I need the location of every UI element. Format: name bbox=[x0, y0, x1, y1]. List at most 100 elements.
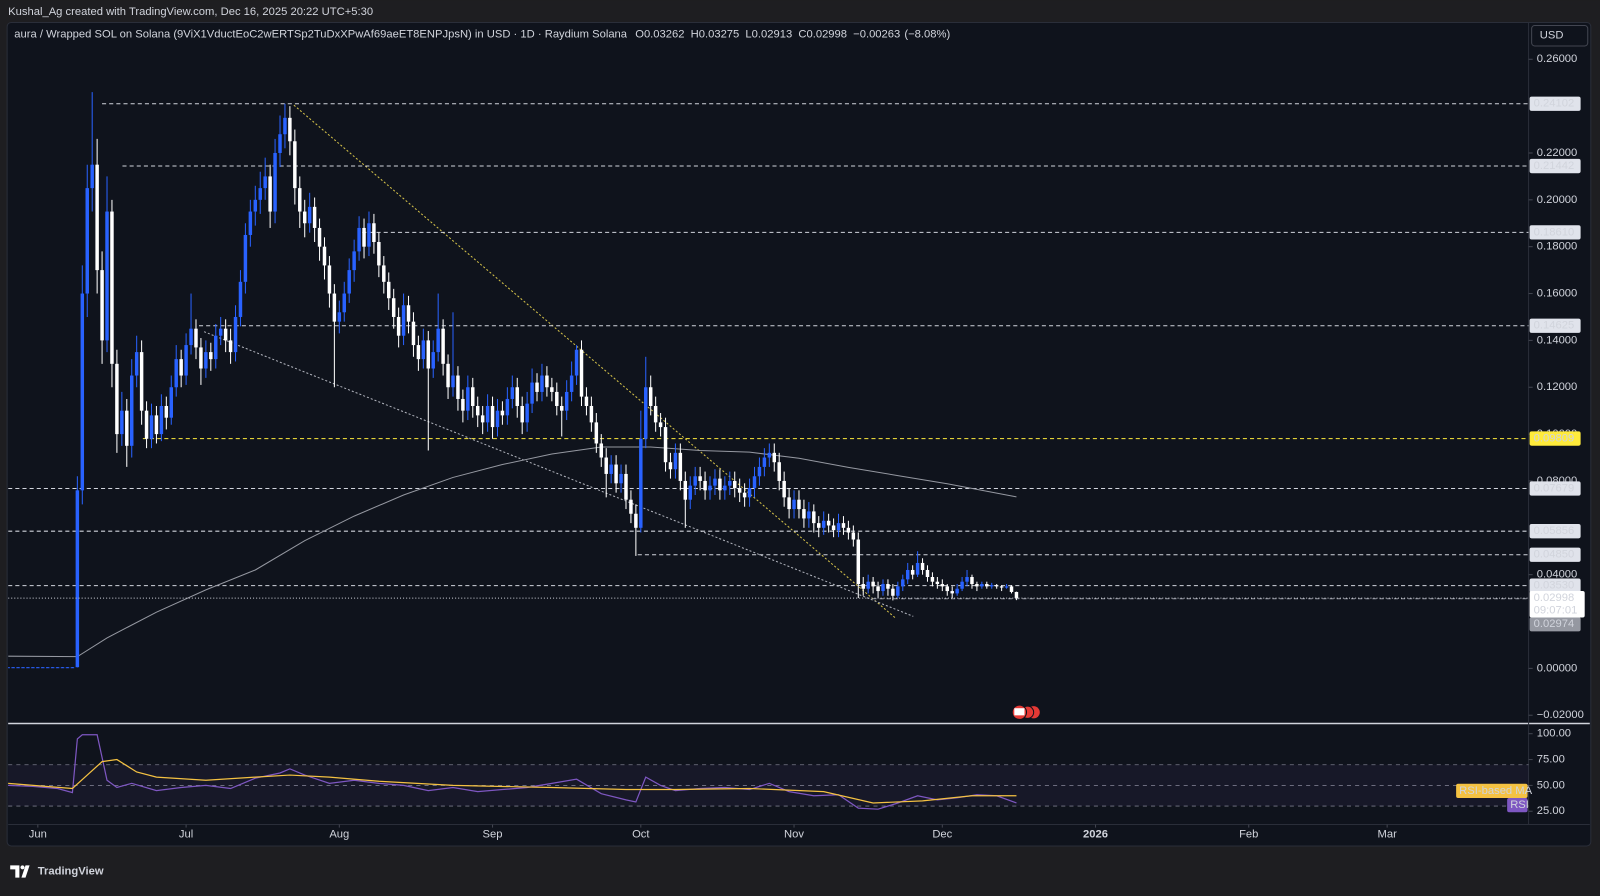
candle-body bbox=[945, 586, 949, 592]
candle-body bbox=[293, 141, 297, 189]
candle-body bbox=[950, 591, 954, 594]
candle-body bbox=[396, 316, 401, 336]
candle-body bbox=[609, 464, 613, 474]
candle-body bbox=[910, 569, 915, 575]
logo[interactable]: TradingView bbox=[10, 865, 104, 878]
currency-box[interactable] bbox=[1531, 25, 1589, 47]
rsi-y-tick-label: 50.00 bbox=[1537, 779, 1565, 791]
candle-body bbox=[214, 335, 218, 360]
last-price-box bbox=[1529, 590, 1585, 618]
x-tick-label: Aug bbox=[329, 829, 349, 841]
axes: 0.26000 0.22000 0.20000 0.18000 0.16000 0.140… bbox=[29, 53, 1585, 841]
candle-body bbox=[332, 293, 337, 322]
candle-body bbox=[634, 513, 638, 528]
candle-body bbox=[174, 359, 178, 388]
candle-body bbox=[782, 480, 786, 498]
candle-body bbox=[253, 199, 258, 212]
candle-body bbox=[841, 523, 846, 528]
candle-body bbox=[362, 227, 366, 247]
candle-body bbox=[273, 152, 277, 212]
candle-body bbox=[446, 363, 450, 388]
candle-body bbox=[604, 457, 608, 474]
candle-body bbox=[807, 511, 811, 519]
candle-body bbox=[75, 490, 80, 668]
candle-body bbox=[431, 352, 435, 369]
candle-body bbox=[228, 340, 233, 353]
candle-body bbox=[589, 405, 594, 423]
candle-body bbox=[915, 562, 920, 575]
candle-body bbox=[624, 473, 628, 500]
candle-body bbox=[1009, 586, 1014, 592]
candle-body bbox=[411, 321, 416, 346]
candle-body bbox=[426, 340, 431, 369]
candle-body bbox=[866, 581, 870, 589]
candle-body bbox=[278, 134, 282, 153]
candle-body bbox=[535, 382, 539, 392]
candle-body bbox=[762, 457, 767, 467]
candle-body bbox=[490, 405, 495, 428]
candle-body bbox=[401, 305, 406, 336]
candle-body bbox=[194, 328, 198, 348]
level-label-box bbox=[1529, 158, 1581, 174]
level-label: 0.09809 bbox=[1534, 433, 1575, 445]
candle-body bbox=[357, 227, 361, 252]
candle-body bbox=[307, 206, 312, 224]
candle-body bbox=[288, 117, 292, 142]
candle-body bbox=[540, 375, 544, 392]
x-tick-label: Mar bbox=[1377, 829, 1397, 841]
ohlc-value: 0.02998 bbox=[806, 29, 847, 41]
candle-body bbox=[337, 312, 342, 322]
candle-body bbox=[668, 462, 673, 470]
candle-body bbox=[935, 581, 940, 585]
rsi-line bbox=[8, 734, 1017, 810]
candle-body bbox=[545, 375, 549, 388]
candle-body bbox=[367, 223, 371, 247]
rsi-band-fill bbox=[8, 764, 1529, 807]
candle-body bbox=[31, 667, 35, 669]
symbol-header: aura / Wrapped SOL on Solana (9ViX1Vduct… bbox=[14, 29, 950, 41]
candle-body bbox=[8, 667, 10, 669]
candle-body bbox=[233, 316, 238, 353]
level-label-box bbox=[1529, 431, 1581, 446]
candle-body bbox=[154, 415, 159, 435]
candle-body bbox=[713, 478, 717, 486]
candle-body bbox=[663, 427, 668, 463]
candle-body bbox=[382, 265, 386, 282]
event-icons[interactable] bbox=[1011, 704, 1040, 720]
symbol: aura / Wrapped SOL on Solana (9ViX1Vduct… bbox=[14, 29, 628, 41]
countdown: 09:07:01 bbox=[1534, 604, 1578, 616]
candle-body bbox=[50, 667, 55, 669]
y-tick-label: 0.04000 bbox=[1537, 569, 1578, 581]
candle-body bbox=[55, 667, 60, 669]
x-tick-label: Oct bbox=[632, 829, 650, 841]
candle-body bbox=[475, 405, 480, 416]
logo-text[interactable]: TradingView bbox=[38, 865, 104, 877]
ohlc-prefix: H bbox=[691, 29, 699, 41]
currency[interactable]: USD bbox=[1540, 30, 1564, 42]
rsi-y-tick-label: 100.00 bbox=[1537, 728, 1571, 740]
candle-body bbox=[881, 584, 885, 592]
candle-body bbox=[812, 511, 816, 524]
candle-body bbox=[298, 188, 302, 212]
candle-body bbox=[901, 579, 905, 587]
candle-body bbox=[856, 539, 861, 585]
candle-body bbox=[11, 667, 15, 669]
candle-body bbox=[500, 410, 505, 416]
y-tick-label: 0.16000 bbox=[1537, 288, 1578, 300]
ohlc-value: 0.02913 bbox=[752, 29, 793, 41]
candle-body bbox=[520, 405, 524, 423]
candle-body bbox=[352, 251, 356, 271]
candle-body bbox=[752, 476, 757, 488]
candle-body bbox=[60, 667, 65, 669]
trend-line bbox=[293, 104, 897, 619]
candle-body bbox=[792, 499, 796, 510]
candle-body bbox=[728, 480, 732, 486]
candle-body bbox=[871, 581, 875, 587]
level-label-box bbox=[1529, 96, 1581, 111]
candle-body bbox=[594, 422, 599, 444]
level-label-box bbox=[1529, 481, 1581, 496]
candle-body bbox=[653, 405, 658, 423]
candle-body bbox=[441, 328, 445, 364]
candle-body bbox=[975, 584, 979, 587]
candle-body bbox=[985, 584, 989, 587]
